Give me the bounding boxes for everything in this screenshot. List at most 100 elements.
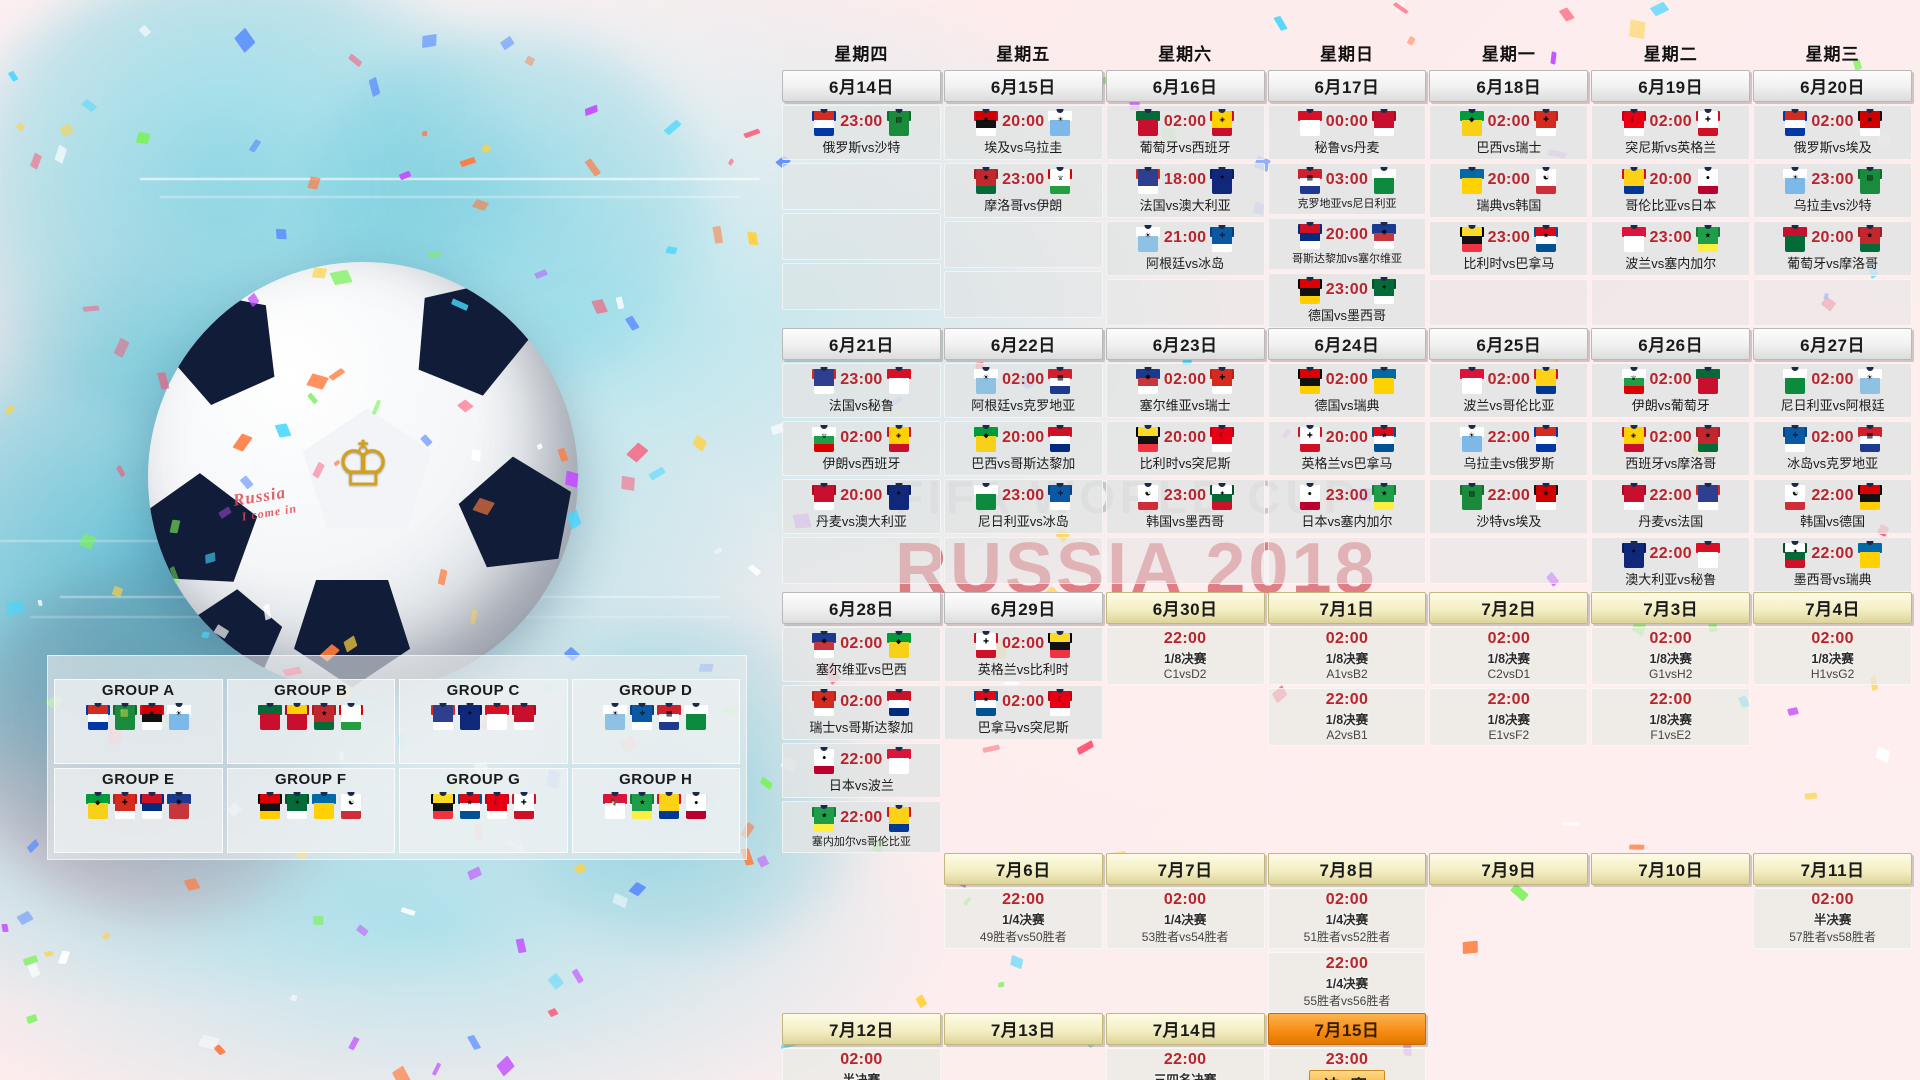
date-chip[interactable]: 6月28日 <box>782 592 941 624</box>
group-match-cell[interactable]: 02:00 ◈ 葡萄牙vs西班牙 <box>1105 105 1265 160</box>
date-chip[interactable]: 6月30日 <box>1105 592 1265 624</box>
group-match-cell[interactable]: 20:00 ★ 葡萄牙vs摩洛哥 <box>1753 221 1912 276</box>
group-match-cell[interactable]: ◆ 02:00 ✚ 巴西vs瑞士 <box>1429 105 1589 160</box>
date-chip[interactable]: 6月19日 <box>1591 70 1751 102</box>
date-chip[interactable]: 7月1日 <box>1267 592 1427 624</box>
group-match-cell[interactable]: ✦ 22:00 墨西哥vs瑞典 <box>1753 537 1912 592</box>
group-match-cell[interactable]: ✚ 02:00 英格兰vs比利时 <box>943 627 1103 682</box>
knockout-match-cell[interactable]: 02:00 半决赛 57胜者vs58胜者 <box>1753 888 1912 949</box>
date-chip[interactable]: 7月2日 <box>1429 592 1589 624</box>
group-match-cell[interactable]: 20:00 ☯ 瑞典vs韩国 <box>1429 163 1589 218</box>
date-chip[interactable]: 7月7日 <box>1105 853 1265 885</box>
knockout-match-cell[interactable]: 22:00三四名决赛61负者vs62负者 <box>1105 1048 1265 1080</box>
group-match-cell[interactable]: ✛ 02:00 ▦ 冰岛vs克罗地亚 <box>1753 421 1912 476</box>
group-match-cell[interactable]: ☯ 22:00 韩国vs德国 <box>1753 479 1912 534</box>
group-match-cell[interactable]: ☀ 02:00 ▦ 阿根廷vs克罗地亚 <box>943 363 1103 418</box>
group-match-cell[interactable]: 23:00 ✛ 尼日利亚vs冰岛 <box>943 479 1103 534</box>
group-match-cell[interactable]: 20:00 ● 哥伦比亚vs日本 <box>1591 163 1751 218</box>
group-match-cell[interactable]: ● 22:00 日本vs波兰 <box>782 743 941 798</box>
date-chip[interactable]: 6月24日 <box>1267 328 1427 360</box>
final-match-cell[interactable]: 23:00 决 赛 <box>1267 1048 1427 1080</box>
date-chip[interactable]: 6月23日 <box>1105 328 1265 360</box>
knockout-match-cell[interactable]: 02:00 1/8决赛 H1vsG2 <box>1753 627 1912 685</box>
group-box-group-a[interactable]: GROUP A 🟩 ★ ☀ <box>54 679 223 764</box>
date-chip[interactable]: 6月27日 <box>1753 328 1912 360</box>
knockout-match-cell[interactable]: 02:00 1/4决赛 53胜者vs54胜者 <box>1105 888 1265 949</box>
date-chip[interactable]: 6月26日 <box>1591 328 1751 360</box>
knockout-match-cell[interactable]: 22:00 1/8决赛 E1vsF2 <box>1429 688 1589 746</box>
group-box-group-g[interactable]: GROUP G ★ ☾ ✚ <box>399 768 568 853</box>
knockout-match-cell[interactable]: 02:00 1/8决赛 C2vsD1 <box>1429 627 1589 685</box>
group-match-cell[interactable]: ★ 20:00 ☀ 埃及vs乌拉圭 <box>943 105 1103 160</box>
group-match-cell[interactable]: ★ 23:00 ۩ 摩洛哥vs伊朗 <box>943 163 1103 218</box>
group-match-cell[interactable]: ✺ 02:00 ◆ 塞尔维亚vs巴西 <box>782 627 941 682</box>
date-chip[interactable]: 7月15日 <box>1267 1013 1427 1045</box>
date-chip[interactable]: 7月12日 <box>782 1013 941 1045</box>
group-match-cell[interactable]: ☀ 22:00 乌拉圭vs俄罗斯 <box>1429 421 1589 476</box>
date-chip[interactable]: 6月20日 <box>1753 70 1912 102</box>
group-match-cell[interactable]: ☀ 23:00 ▤ 乌拉圭vs沙特 <box>1753 163 1912 218</box>
knockout-match-cell[interactable]: 02:00半决赛59胜者vs60胜者 <box>782 1048 941 1080</box>
group-match-cell[interactable]: ✺ 02:00 ✚ 塞尔维亚vs瑞士 <box>1105 363 1265 418</box>
knockout-match-cell[interactable]: 22:00 1/4决赛 49胜者vs50胜者 <box>943 888 1103 949</box>
date-chip[interactable]: 7月14日 <box>1105 1013 1265 1045</box>
group-box-group-b[interactable]: GROUP B ★ <box>226 679 395 764</box>
group-match-cell[interactable]: ▤ 22:00 ★ 沙特vs埃及 <box>1429 479 1589 534</box>
group-match-cell[interactable]: 02:00 波兰vs哥伦比亚 <box>1429 363 1589 418</box>
group-match-cell[interactable]: 02:00 ★ 俄罗斯vs埃及 <box>1753 105 1912 160</box>
date-chip[interactable]: 7月9日 <box>1429 853 1589 885</box>
date-chip[interactable]: 6月14日 <box>782 70 941 102</box>
group-match-cell[interactable]: ✚ 20:00 ★ 英格兰vs巴拿马 <box>1267 421 1427 476</box>
date-chip[interactable]: 7月11日 <box>1753 853 1912 885</box>
group-match-cell[interactable]: ★ 22:00 塞内加尔vs哥伦比亚 <box>782 801 941 853</box>
group-match-cell[interactable]: 23:00 ★ 比利时vs巴拿马 <box>1429 221 1589 276</box>
date-chip[interactable]: 6月22日 <box>943 328 1103 360</box>
date-chip[interactable]: 7月8日 <box>1267 853 1427 885</box>
group-match-cell[interactable]: ▦ 03:00 克罗地亚vs尼日利亚 <box>1267 163 1427 215</box>
group-match-cell[interactable]: 23:00 ▤ 俄罗斯vs沙特 <box>782 105 941 160</box>
date-chip[interactable]: 6月18日 <box>1429 70 1589 102</box>
date-chip[interactable]: 6月29日 <box>943 592 1103 624</box>
date-chip[interactable]: 7月10日 <box>1591 853 1751 885</box>
group-match-cell[interactable]: 20:00 ✺ 哥斯达黎加vs塞尔维亚 <box>1267 218 1427 270</box>
group-match-cell[interactable]: 18:00 ✦ 法国vs澳大利亚 <box>1105 163 1265 218</box>
group-box-group-f[interactable]: GROUP F ✦ ☯ <box>226 768 395 853</box>
date-chip[interactable]: 7月3日 <box>1591 592 1751 624</box>
knockout-match-cell[interactable]: 22:00 1/8决赛 C1vsD2 <box>1105 627 1265 685</box>
group-match-cell[interactable]: 02:00 德国vs瑞典 <box>1267 363 1427 418</box>
group-match-cell[interactable]: ★ 02:00 ☾ 巴拿马vs突尼斯 <box>943 685 1103 740</box>
date-chip[interactable]: 6月15日 <box>943 70 1103 102</box>
knockout-match-cell[interactable]: 22:00 1/8决赛 F1vsE2 <box>1591 688 1751 746</box>
date-chip[interactable]: 6月17日 <box>1267 70 1427 102</box>
group-match-cell[interactable]: ☀ 21:00 ✛ 阿根廷vs冰岛 <box>1105 221 1265 276</box>
group-match-cell[interactable]: ☯ 23:00 ✦ 韩国vs墨西哥 <box>1105 479 1265 534</box>
group-match-cell[interactable]: ۩ 02:00 ◈ 伊朗vs西班牙 <box>782 421 941 476</box>
date-chip[interactable]: 7月6日 <box>943 853 1103 885</box>
group-box-group-h[interactable]: GROUP H 🦅 ★ ● <box>571 768 740 853</box>
group-match-cell[interactable]: 23:00 法国vs秘鲁 <box>782 363 941 418</box>
date-chip[interactable]: 6月16日 <box>1105 70 1265 102</box>
group-match-cell[interactable]: ☾ 02:00 ✚ 突尼斯vs英格兰 <box>1591 105 1751 160</box>
group-match-cell[interactable]: 00:00 秘鲁vs丹麦 <box>1267 105 1427 160</box>
group-match-cell[interactable]: ◆ 20:00 巴西vs哥斯达黎加 <box>943 421 1103 476</box>
group-match-cell[interactable]: 20:00 ☾ 比利时vs突尼斯 <box>1105 421 1265 476</box>
group-match-cell[interactable]: 02:00 ☀ 尼日利亚vs阿根廷 <box>1753 363 1912 418</box>
group-box-group-d[interactable]: GROUP D ☀ ✛ ▦ <box>571 679 740 764</box>
group-box-group-c[interactable]: GROUP C ✦ <box>399 679 568 764</box>
group-match-cell[interactable]: 23:00 ★ 波兰vs塞内加尔 <box>1591 221 1751 276</box>
date-chip[interactable]: 7月13日 <box>943 1013 1103 1045</box>
group-box-group-e[interactable]: GROUP E ◆ ✚ ✺ <box>54 768 223 853</box>
group-match-cell[interactable]: ✚ 02:00 瑞士vs哥斯达黎加 <box>782 685 941 740</box>
group-match-cell[interactable]: 22:00 丹麦vs法国 <box>1591 479 1751 534</box>
group-match-cell[interactable]: 23:00 ✦ 德国vs墨西哥 <box>1267 273 1427 328</box>
group-match-cell[interactable]: ● 23:00 ★ 日本vs塞内加尔 <box>1267 479 1427 534</box>
knockout-match-cell[interactable]: 02:00 1/8决赛 G1vsH2 <box>1591 627 1751 685</box>
group-match-cell[interactable]: ۩ 02:00 伊朗vs葡萄牙 <box>1591 363 1751 418</box>
date-chip[interactable]: 7月4日 <box>1753 592 1912 624</box>
date-chip[interactable]: 6月25日 <box>1429 328 1589 360</box>
group-match-cell[interactable]: ◈ 02:00 ★ 西班牙vs摩洛哥 <box>1591 421 1751 476</box>
knockout-match-cell[interactable]: 02:00 1/4决赛 51胜者vs52胜者 <box>1267 888 1427 949</box>
group-match-cell[interactable]: ✦ 22:00 澳大利亚vs秘鲁 <box>1591 537 1751 592</box>
knockout-match-cell[interactable]: 22:00 1/4决赛 55胜者vs56胜者 <box>1267 952 1427 1013</box>
group-match-cell[interactable]: 20:00 ✦ 丹麦vs澳大利亚 <box>782 479 941 534</box>
